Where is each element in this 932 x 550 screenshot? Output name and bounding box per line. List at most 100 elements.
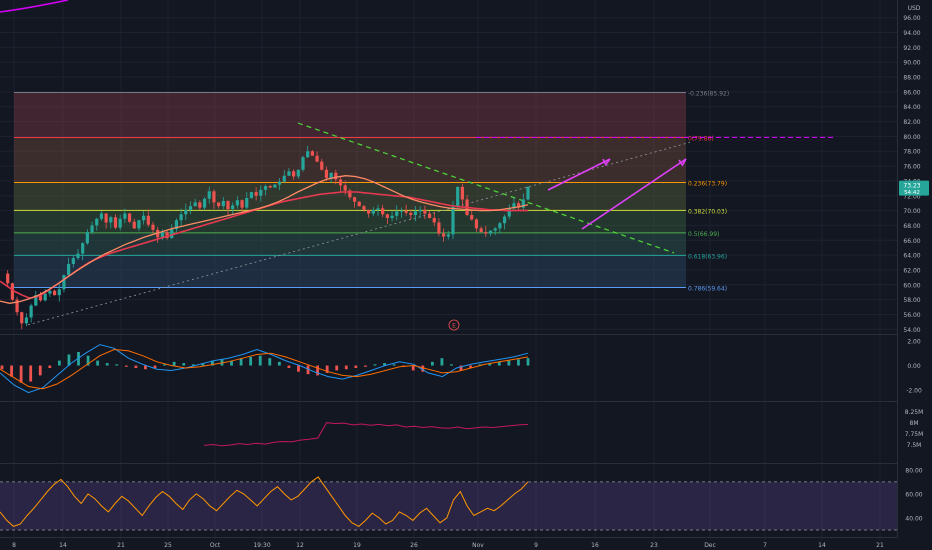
event-marker	[448, 319, 460, 331]
projection-arrow-head	[602, 158, 611, 167]
candle-body	[268, 186, 272, 188]
macd-histogram-bar	[77, 352, 80, 366]
fib-zone	[14, 255, 686, 288]
macd-histogram-bar	[230, 360, 233, 366]
macd-histogram-bar	[488, 363, 492, 366]
candle-body	[109, 217, 113, 223]
macd-line	[0, 344, 529, 394]
price-tick-label: 86.00	[903, 89, 920, 96]
candle-body	[43, 293, 47, 301]
macd-histogram-bar	[325, 365, 329, 373]
candle-body	[371, 209, 375, 214]
candle-body	[81, 243, 85, 254]
time-tick-label: Nov	[472, 542, 484, 549]
candle-body	[357, 201, 361, 207]
macd-histogram-bar	[421, 365, 425, 372]
time-tick-label: 14	[59, 542, 67, 549]
macd-histogram-bar	[277, 361, 281, 366]
candle-body	[451, 206, 455, 235]
price-tick-label: 88.00	[903, 75, 920, 82]
time-tick-label: 19:30	[253, 542, 270, 549]
projection-arrow-head	[678, 158, 687, 167]
projection-arrow	[581, 158, 687, 230]
macd-histogram-bar	[201, 363, 205, 366]
rsi-line	[0, 476, 529, 528]
last-price-label: 73.23	[903, 183, 920, 190]
candle-body	[259, 189, 263, 196]
rsi-pane	[0, 476, 897, 531]
price-series	[0, 145, 530, 330]
candle-body	[277, 181, 282, 185]
candle-body	[390, 215, 394, 219]
macd-histogram-bar	[450, 364, 453, 366]
candle-body	[301, 157, 305, 170]
candle-body	[165, 232, 169, 239]
candle-body	[413, 211, 418, 216]
time-tick-label: 25	[164, 542, 172, 549]
candle-body	[193, 202, 197, 207]
fib-retracement[interactable]: -0.236(85.92) 0(79.86) 0.236(73.79) 0.382(7…	[14, 90, 729, 292]
macd-histogram-bar	[19, 365, 23, 383]
macd-histogram-bar	[469, 365, 473, 368]
macd-histogram-bar	[115, 364, 119, 366]
macd-histogram-bar	[392, 364, 396, 366]
price-axis[interactable]: USD 54.00 56.00 58.00 60.00 62.00 64.00 66.00 68…	[898, 0, 932, 550]
candle-body	[146, 215, 150, 225]
fib-level-label: 0(79.86)	[688, 135, 714, 142]
projection-arrow	[547, 158, 611, 191]
price-tick-label: 62.00	[903, 267, 920, 274]
candle-body	[395, 211, 399, 216]
macd-tick-label: 2.00	[907, 338, 921, 345]
candle-body	[142, 215, 146, 221]
candle-body	[348, 190, 352, 198]
candle-body	[170, 229, 174, 239]
candle-body	[512, 203, 516, 209]
fib-level-label: 0.5(66.99)	[688, 231, 719, 238]
trend-drawings[interactable]: E	[0, 0, 836, 331]
candle-body	[310, 151, 314, 156]
candle-body	[127, 213, 132, 222]
candle-body	[38, 295, 43, 301]
candle-body	[399, 210, 404, 212]
time-tick-label: 7	[763, 542, 767, 549]
candle-body	[24, 317, 29, 324]
candle-body	[217, 202, 221, 207]
macd-pane	[0, 344, 530, 394]
price-tick-label: 68.00	[903, 223, 920, 230]
time-tick-label: Oct	[210, 542, 221, 549]
macd-histogram-bar	[497, 361, 501, 366]
macd-tick-label: -2.00	[906, 388, 922, 395]
fib-level-label: -0.236(85.92)	[688, 90, 729, 97]
price-tick-label: 84.00	[903, 104, 920, 111]
macd-histogram-bar	[144, 365, 147, 370]
time-axis[interactable]: 8 14 21 25 Oct 19:30 12 19 26 Nov 9 16 23 Dec 7 14 21	[12, 542, 884, 549]
candle-body	[207, 191, 211, 199]
volume-line	[203, 422, 529, 447]
fib-level-label: 0.236(73.79)	[688, 180, 727, 187]
candle-body	[404, 210, 408, 213]
candle-body	[352, 197, 357, 202]
candle-body	[188, 206, 193, 210]
price-tick-label: 78.00	[903, 149, 920, 156]
candle-body	[329, 172, 333, 178]
candle-body	[198, 202, 202, 208]
candle-body	[254, 192, 258, 196]
macd-histogram-bar	[478, 364, 482, 366]
candle-body	[334, 172, 338, 180]
candle-body	[137, 220, 141, 229]
candle-body	[446, 234, 450, 237]
macd-histogram-bar	[411, 365, 415, 371]
candle-body	[493, 228, 497, 231]
candle-body	[67, 264, 71, 276]
candle-body	[367, 209, 371, 214]
macd-histogram-bar	[344, 365, 348, 370]
candle-body	[62, 275, 66, 290]
candle-body	[15, 299, 19, 313]
candle-body	[502, 216, 507, 224]
candle-body	[418, 209, 422, 212]
candle-body	[282, 175, 286, 182]
candle-body	[432, 218, 436, 223]
time-tick-label: 26	[410, 542, 418, 549]
price-tick-label: 82.00	[903, 119, 920, 126]
